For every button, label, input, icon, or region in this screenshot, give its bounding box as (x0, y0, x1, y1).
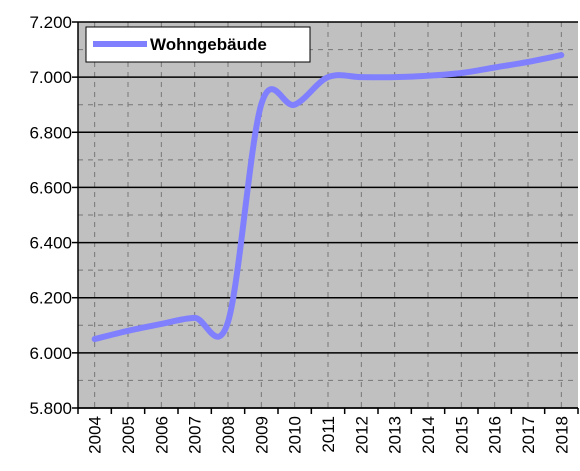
x-tick-label: 2008 (219, 416, 238, 454)
y-tick-label: 7.200 (29, 13, 72, 32)
y-tick-label: 7.000 (29, 68, 72, 87)
x-tick-label: 2014 (419, 416, 438, 454)
x-tick-label: 2017 (519, 416, 538, 454)
x-tick-label: 2009 (252, 416, 271, 454)
x-tick-label: 2007 (186, 416, 205, 454)
y-tick-label: 6.000 (29, 344, 72, 363)
y-tick-label: 6.600 (29, 178, 72, 197)
y-tick-label: 5.800 (29, 399, 72, 418)
y-tick-label: 6.800 (29, 123, 72, 142)
x-tick-label: 2018 (552, 416, 571, 454)
x-tick-label: 2012 (352, 416, 371, 454)
y-tick-label: 6.400 (29, 234, 72, 253)
x-tick-label: 2015 (452, 416, 471, 454)
legend: Wohngebäude (85, 26, 311, 63)
data-line (91, 52, 565, 343)
x-tick-label: 2011 (319, 416, 338, 453)
y-tick-label: 6.200 (29, 289, 72, 308)
x-tick-label: 2013 (386, 416, 405, 454)
x-tick-label: 2006 (152, 416, 171, 454)
x-tick-label: 2005 (119, 416, 138, 454)
x-tick-label: 2016 (486, 416, 505, 454)
legend-label: Wohngebäude (150, 35, 267, 54)
x-tick-label: 2010 (286, 416, 305, 454)
x-tick-label: 2004 (86, 416, 105, 454)
